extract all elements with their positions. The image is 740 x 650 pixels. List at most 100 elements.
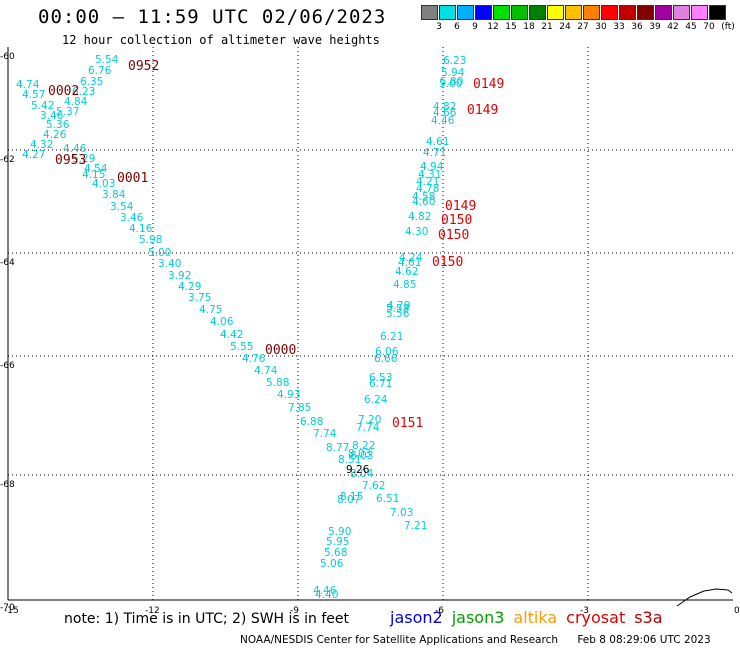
swh-value: 5.29 [72,153,95,165]
legend-label: 42 [667,22,679,32]
legend-label: 12 [487,22,499,32]
swh-value: 4.79 [387,300,410,312]
swh-value: 3.84 [102,189,126,201]
swh-value: 4.93 [277,389,300,401]
legend-swatch [493,5,510,20]
time-label: 0151 [392,416,423,431]
swh-value: 4.76 [242,353,266,365]
time-label: 0953 [55,153,86,168]
y-tick-label: -66 [0,361,15,371]
swh-value: 5.80 [440,76,463,88]
swh-value: 7.20 [358,414,381,426]
time-label: 0002 [48,84,79,99]
swh-value: 4.31 [418,169,441,181]
satellite-cryosat: cryosat [566,608,626,627]
swh-value: 4.24 [399,252,423,264]
legend-swatch [439,5,456,20]
legend-label: 15 [505,22,517,32]
swh-value: 4.42 [220,329,243,341]
legend-swatch [583,5,600,20]
swh-value: 4.21 [416,176,439,188]
swh-value: 3.46 [40,110,64,122]
swh-value: 3.75 [188,292,211,304]
legend-label: 39 [649,22,661,32]
map-subtitle: 12 hour collection of altimeter wave hei… [62,33,380,47]
swh-value: 4.78 [416,183,439,195]
legend-label: 9 [472,22,478,32]
swh-value: 4.06 [210,316,234,328]
legend-swatch [457,5,474,20]
swh-value: 7.03 [390,507,413,519]
swh-value: 4.03 [92,178,115,190]
y-tick-label: -62 [0,155,15,165]
swh-value: 9.26 [346,464,370,476]
swh-value: 5.98 [139,234,162,246]
swh-value: 5.06 [320,558,344,570]
coastline [676,588,733,607]
swh-value: 4.46 [63,143,87,155]
legend-swatch [421,5,438,20]
color-legend [421,5,727,20]
satellite-altika: altika [513,608,558,627]
x-tick-label: -6 [435,606,444,616]
legend-swatch [565,5,582,20]
swh-value: 8.03 [350,450,373,462]
swh-value: 5.36 [46,119,70,131]
legend-swatch [637,5,654,20]
swh-value: 4.74 [254,365,278,377]
swh-value: 6.88 [300,416,323,428]
legend-label: 70 [703,22,715,32]
legend-label: 45 [685,22,697,32]
legend-label: 18 [523,22,535,32]
y-tick-label: -64 [0,258,15,268]
swh-value: 3.46 [120,212,144,224]
credit-source: NOAA/NESDIS Center for Satellite Applica… [240,634,558,646]
swh-value: 7.85 [288,402,311,414]
axis-tick-labels: -15 -12 -9 -6 -3 0 -60 -62 -64 -66 -68 -70 [0,52,740,616]
swh-value: 4.26 [43,129,67,141]
swh-value: 5.42 [31,100,54,112]
swh-value: 4.61 [398,257,421,269]
swh-value: 5.95 [326,536,349,548]
swh-value: 4.57 [22,89,45,101]
swh-value: 6.35 [80,76,103,88]
legend-swatch [475,5,492,20]
swh-value: 6.23 [443,55,466,67]
satellite-s3a: s3a [634,608,663,627]
swh-value: 5.37 [56,106,79,118]
swh-value: 6.06 [375,346,399,358]
swh-value: 6.53 [369,372,392,384]
legend-label: 36 [631,22,643,32]
legend-label: 21 [541,22,553,32]
swh-value: 7.62 [362,480,385,492]
swh-value: 3.54 [110,201,134,213]
credit-timestamp: Feb 8 08:29:06 UTC 2023 [577,634,711,646]
time-label: 0150 [438,228,469,243]
swh-value: 5.00 [439,78,462,90]
y-tick-label: -68 [0,480,15,490]
swh-value: 6.23 [72,86,95,98]
time-label: 0149 [467,103,498,118]
legend-label: 24 [559,22,571,32]
swh-value: 5.88 [266,377,289,389]
swh-value: 4.71 [423,147,446,159]
swh-value: 4.27 [22,149,45,161]
legend-label: 6 [454,22,460,32]
swh-value: 4.82 [433,101,456,113]
grid-lines [7,47,733,601]
swh-value: 7.74 [313,428,337,440]
swh-value: 6.21 [380,331,403,343]
x-tick-label: 0 [734,606,740,616]
x-tick-label: -9 [290,606,299,616]
legend-label: 3 [436,22,442,32]
y-tick-label: -60 [0,52,15,62]
footer-note: note: 1) Time is in UTC; 2) SWH is in fe… [64,611,350,627]
swh-value: 5.54 [95,54,119,66]
swh-value: 3.40 [158,258,181,270]
legend-swatch [511,5,528,20]
swh-value: 4.61 [426,136,449,148]
x-tick-label: -3 [580,606,589,616]
swh-value: 3.92 [168,270,191,282]
time-label: 0952 [128,59,159,74]
